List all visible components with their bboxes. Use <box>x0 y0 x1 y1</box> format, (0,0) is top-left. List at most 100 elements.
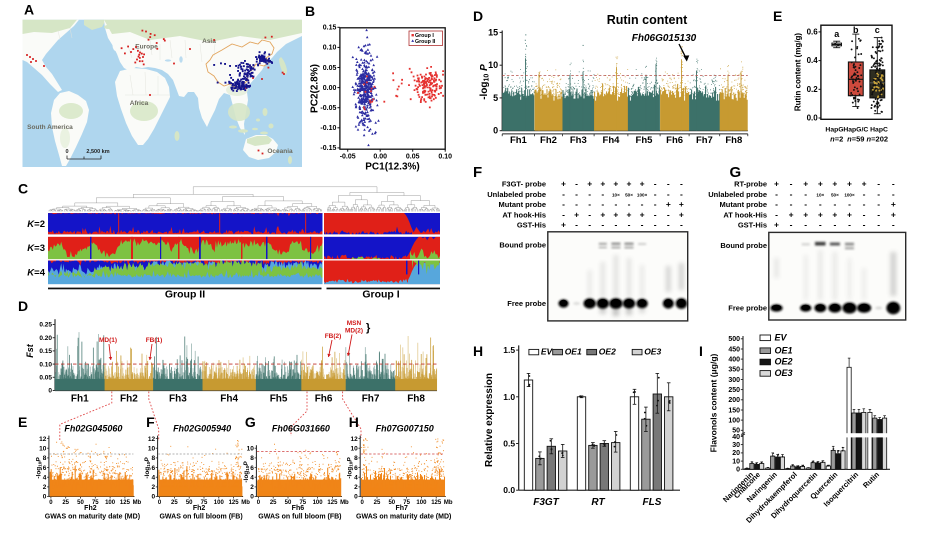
svg-text:F: F <box>146 414 155 430</box>
svg-text:-: - <box>588 189 591 199</box>
svg-text:0.25: 0.25 <box>39 322 52 329</box>
svg-text:-: - <box>833 219 836 229</box>
svg-text:12: 12 <box>148 436 156 443</box>
svg-text:Fh02G045060: Fh02G045060 <box>64 424 122 434</box>
svg-text:Fst: Fst <box>25 343 35 358</box>
svg-text:0.05: 0.05 <box>406 154 420 161</box>
svg-text:Fh2: Fh2 <box>120 394 138 405</box>
svg-text:10×: 10× <box>612 192 620 197</box>
svg-text:HapG: HapG <box>825 127 843 134</box>
svg-text:E: E <box>773 8 782 24</box>
svg-text:Free probe: Free probe <box>507 299 546 308</box>
svg-text:-log10P: -log10P <box>243 461 250 483</box>
svg-text:-: - <box>775 209 778 219</box>
svg-text:Africa: Africa <box>130 100 149 107</box>
svg-text:300: 300 <box>728 377 740 384</box>
svg-text:Fh7: Fh7 <box>696 135 713 146</box>
svg-text:Oceania: Oceania <box>267 148 293 155</box>
svg-text:-: - <box>667 219 670 229</box>
svg-text:0.0: 0.0 <box>503 485 515 495</box>
svg-text:Asia: Asia <box>202 38 216 45</box>
svg-text:-: - <box>601 199 604 209</box>
svg-text:Fh3: Fh3 <box>570 135 587 146</box>
svg-text:-: - <box>588 209 591 219</box>
svg-text:75: 75 <box>403 500 410 506</box>
svg-text:1.0: 1.0 <box>503 392 515 402</box>
svg-text:Group I: Group I <box>362 289 399 301</box>
svg-text:25: 25 <box>171 500 178 506</box>
svg-text:6: 6 <box>250 465 254 472</box>
svg-text:G: G <box>245 414 256 430</box>
svg-text:12: 12 <box>39 436 47 443</box>
svg-text:Group II: Group II <box>165 289 205 301</box>
svg-text:Flavonols content (μg/g): Flavonols content (μg/g) <box>709 353 719 452</box>
svg-text:-: - <box>628 219 631 229</box>
svg-text:100: 100 <box>416 500 427 506</box>
svg-text:+: + <box>891 209 896 219</box>
svg-text:-: - <box>562 209 565 219</box>
svg-text:-: - <box>575 219 578 229</box>
svg-text:-: - <box>804 199 807 209</box>
svg-text:-: - <box>819 199 822 209</box>
svg-text:+: + <box>862 179 867 189</box>
svg-text:F3GT: F3GT <box>533 497 559 508</box>
svg-text:GWAS on full bloom (FB): GWAS on full bloom (FB) <box>159 514 242 521</box>
svg-text:Fh02G005940: Fh02G005940 <box>173 424 231 434</box>
svg-text:Bound probe: Bound probe <box>720 241 767 250</box>
svg-text:H: H <box>473 343 483 359</box>
svg-text:+: + <box>818 179 823 189</box>
svg-text:+: + <box>600 209 605 219</box>
svg-text:100×: 100× <box>844 192 855 197</box>
svg-text:FB(1): FB(1) <box>146 337 163 344</box>
svg-text:-: - <box>775 189 778 199</box>
svg-text:D: D <box>473 8 483 24</box>
svg-text:125: 125 <box>120 500 131 506</box>
svg-text:50: 50 <box>732 428 740 435</box>
svg-text:Mutant probe: Mutant probe <box>720 200 768 209</box>
svg-text:5: 5 <box>493 93 498 103</box>
svg-text:Mb: Mb <box>133 500 142 506</box>
svg-text:Mb: Mb <box>340 500 349 506</box>
svg-text:Mutant probe: Mutant probe <box>499 200 547 209</box>
svg-text:-: - <box>654 199 657 209</box>
svg-text:-: - <box>877 209 880 219</box>
svg-text:50×: 50× <box>625 192 633 197</box>
svg-text:-0.10: -0.10 <box>320 125 336 132</box>
svg-text:+: + <box>774 179 779 189</box>
svg-text:-: - <box>819 219 822 229</box>
svg-text:-: - <box>667 209 670 219</box>
svg-text:50: 50 <box>388 500 395 506</box>
svg-text:-: - <box>863 209 866 219</box>
svg-text:-: - <box>877 199 880 209</box>
svg-text:F3GT- probe: F3GT- probe <box>502 180 546 189</box>
svg-text:GST-His: GST-His <box>738 220 767 229</box>
svg-text:-: - <box>790 179 793 189</box>
svg-text:10: 10 <box>247 445 255 452</box>
svg-text:8: 8 <box>250 455 254 462</box>
svg-text:c: c <box>875 25 880 35</box>
svg-text:-: - <box>804 189 807 199</box>
svg-text:4: 4 <box>151 474 155 481</box>
svg-text:-: - <box>775 199 778 209</box>
svg-text:AT hook-His: AT hook-His <box>723 210 767 219</box>
svg-text:Rutin content: Rutin content <box>607 13 688 27</box>
svg-text:350: 350 <box>728 367 740 374</box>
svg-text:Mb: Mb <box>444 500 453 506</box>
svg-text:K=3: K=3 <box>27 243 45 254</box>
svg-text:4: 4 <box>354 474 358 481</box>
svg-text:500: 500 <box>728 336 740 343</box>
svg-text:0.10: 0.10 <box>438 154 452 161</box>
svg-text:OE1: OE1 <box>565 346 582 356</box>
svg-text:B: B <box>305 3 315 19</box>
svg-text:-: - <box>892 219 895 229</box>
svg-text:+: + <box>847 179 852 189</box>
svg-text:0.0: 0.0 <box>807 114 819 123</box>
svg-text:2: 2 <box>151 484 155 491</box>
svg-text:PC2(2.8%): PC2(2.8%) <box>310 64 321 113</box>
svg-text:-0.05: -0.05 <box>340 154 356 161</box>
svg-text:8: 8 <box>43 455 47 462</box>
svg-text:A: A <box>24 2 34 18</box>
svg-text:RT-probe: RT-probe <box>734 180 767 189</box>
svg-text:450: 450 <box>728 346 740 353</box>
svg-text:8: 8 <box>354 455 358 462</box>
